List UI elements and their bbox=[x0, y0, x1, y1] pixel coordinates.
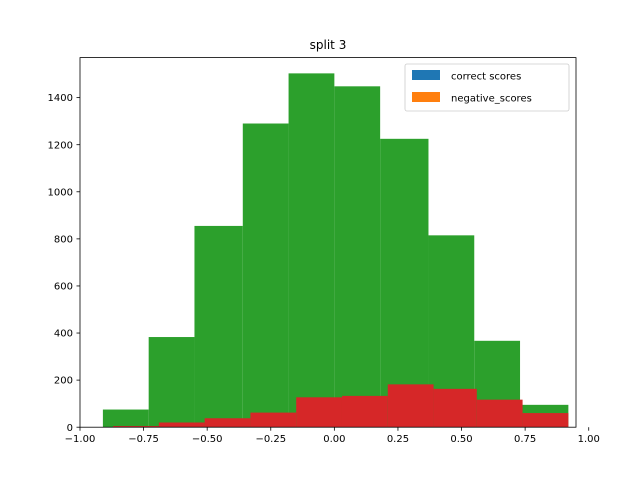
y-tick-label: 1400 bbox=[48, 93, 73, 104]
bar-series-1-bin-2 bbox=[148, 337, 195, 428]
axes-frame bbox=[79, 57, 577, 428]
bar-series-2-bin-2 bbox=[158, 422, 205, 428]
bar-series-2-bin-1 bbox=[113, 426, 159, 428]
legend-label-negative-scores: negative_scores bbox=[451, 94, 532, 105]
chart-title: split 3 bbox=[310, 38, 347, 52]
y-tick-label: 1000 bbox=[48, 187, 73, 198]
bar-series-1-bin-5 bbox=[288, 73, 335, 428]
x-tick-label: 0.75 bbox=[514, 434, 536, 445]
bar-series-2-bin-4 bbox=[250, 412, 297, 428]
x-tick-label: 0.50 bbox=[450, 434, 472, 445]
x-tick-label: 1.00 bbox=[578, 434, 600, 445]
y-tick-label: 1200 bbox=[48, 140, 73, 151]
bar-series-2-bin-8 bbox=[433, 388, 477, 428]
x-tick-label: 0.25 bbox=[387, 434, 409, 445]
bar-series-2-bin-7 bbox=[387, 384, 434, 428]
legend-swatch-correct-scores bbox=[412, 70, 440, 80]
bars-layer bbox=[102, 73, 569, 428]
y-axis: 0 200 400 600 800 1000 1200 1400 bbox=[48, 93, 80, 434]
x-tick-label: 0.00 bbox=[323, 434, 345, 445]
legend-swatch-negative-scores bbox=[412, 92, 440, 102]
bar-series-2-bin-10 bbox=[522, 413, 569, 428]
bar-series-1-bin-1 bbox=[102, 409, 149, 428]
y-tick-label: 200 bbox=[54, 376, 73, 387]
x-tick-label: −1.00 bbox=[65, 434, 96, 445]
y-tick-label: 0 bbox=[67, 423, 73, 434]
bar-series-2-bin-5 bbox=[296, 397, 342, 428]
bar-series-2-bin-9 bbox=[476, 399, 523, 428]
x-tick-label: −0.25 bbox=[255, 434, 286, 445]
x-axis: −1.00 −0.75 −0.50 −0.25 0.00 0.25 0.50 0.75 1.00 bbox=[65, 427, 600, 445]
bar-series-1-bin-3 bbox=[194, 225, 243, 428]
bar-series-1-bin-4 bbox=[242, 123, 289, 428]
legend-label-correct-scores: correct scores bbox=[451, 72, 521, 83]
y-tick-label: 600 bbox=[54, 282, 73, 293]
legend-box bbox=[404, 63, 570, 112]
bar-series-1-bin-7 bbox=[380, 138, 429, 428]
y-tick-label: 400 bbox=[54, 329, 73, 340]
y-tick-label: 800 bbox=[54, 234, 73, 245]
bar-series-2-bin-6 bbox=[341, 395, 388, 428]
legend: correct scores negative_scores bbox=[404, 63, 570, 112]
x-tick-label: −0.75 bbox=[128, 434, 159, 445]
x-tick-label: −0.50 bbox=[192, 434, 223, 445]
bar-series-1-bin-6 bbox=[334, 86, 381, 428]
bar-series-2-bin-3 bbox=[204, 418, 251, 428]
